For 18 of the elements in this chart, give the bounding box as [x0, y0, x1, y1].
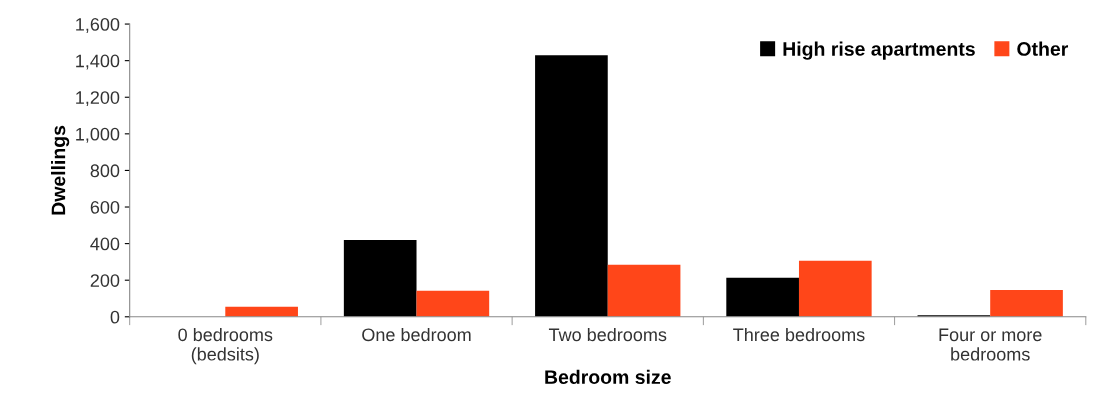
x-tick-label: One bedroom [362, 327, 471, 342]
y-tick-label: 0 [110, 310, 120, 324]
y-tick-label: 200 [90, 274, 120, 287]
y-tick-label: 400 [90, 237, 120, 251]
x-tick-label: Three bedrooms [733, 327, 865, 342]
x-axis-title: Bedroom size [545, 369, 671, 385]
x-tick-label: Four or more bedrooms [939, 328, 1042, 361]
y-tick-label: 800 [90, 164, 120, 178]
y-tick-label: 1,000 [76, 127, 120, 143]
legend-label: High rise apartments [783, 41, 975, 60]
y-tick-label: 1,400 [76, 54, 120, 70]
y-axis-title: Dwellings [51, 125, 70, 215]
y-tick-label: 600 [90, 200, 120, 214]
x-tick-label: Two bedrooms [548, 327, 667, 342]
y-tick-label: 1,600 [76, 17, 120, 33]
legend-label: Other [1017, 41, 1069, 56]
x-tick-label: 0 bedrooms (bedsits) [178, 327, 273, 365]
y-tick-label: 1,200 [76, 91, 120, 107]
